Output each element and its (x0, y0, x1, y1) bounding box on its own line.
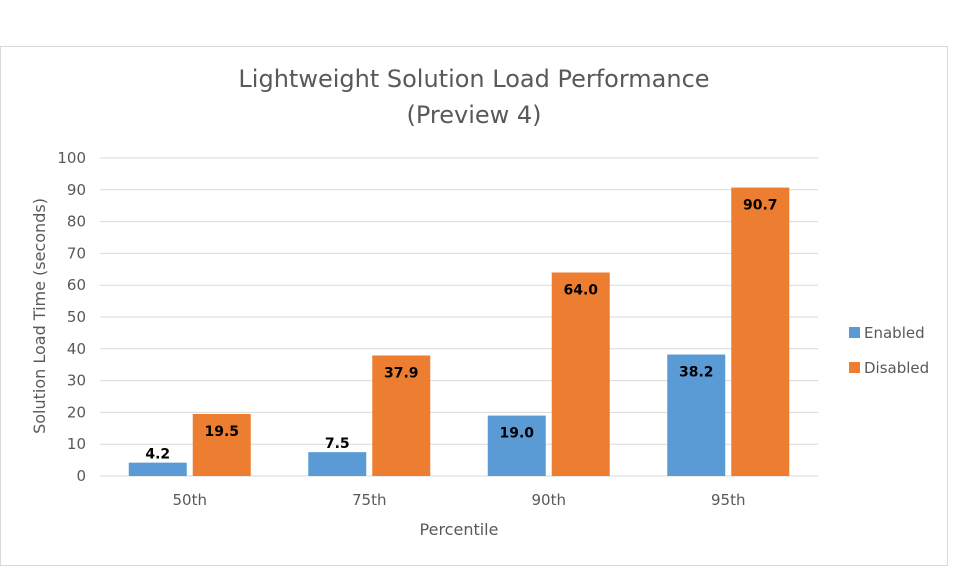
bar-disabled-50th (192, 413, 251, 476)
legend-swatch-enabled (849, 327, 860, 338)
data-label: 4.2 (145, 447, 170, 463)
bar-enabled-75th (308, 452, 367, 476)
y-tick-label: 20 (67, 403, 86, 421)
x-tick-label: 50th (173, 491, 207, 509)
y-tick-label: 100 (57, 149, 86, 167)
bar-disabled-95th (731, 187, 790, 476)
bars (128, 187, 790, 476)
data-label: 37.9 (384, 365, 419, 381)
data-label: 64.0 (563, 282, 598, 298)
y-tick-label: 90 (67, 181, 86, 199)
data-label: 38.2 (679, 365, 714, 381)
chart-frame (0, 46, 948, 566)
y-axis-title: Solution Load Time (seconds) (30, 198, 49, 434)
x-tick-label: 75th (352, 491, 386, 509)
data-label: 7.5 (325, 436, 350, 452)
y-tick-label: 10 (67, 435, 86, 453)
legend: Enabled Disabled (849, 324, 929, 377)
y-tick-label: 80 (67, 213, 86, 231)
legend-swatch-disabled (849, 362, 860, 373)
data-labels: 4.2 19.5 7.5 37.9 19.0 64.0 38.2 90.7 (145, 198, 777, 463)
data-label: 19.5 (204, 424, 239, 440)
bar-enabled-90th (487, 415, 546, 476)
data-label: 19.0 (499, 426, 534, 442)
y-tick-label: 60 (67, 276, 86, 294)
bar-enabled-95th (667, 354, 726, 476)
chart-title: Lightweight Solution Load Performance (238, 65, 709, 93)
x-tick-label: 90th (532, 491, 566, 509)
x-tick-label: 95th (711, 491, 745, 509)
legend-label-disabled: Disabled (864, 359, 929, 377)
x-axis-ticks: 50th 75th 90th 95th (173, 491, 746, 509)
y-axis-ticks: 0 10 20 30 40 50 60 70 80 90 100 (57, 149, 86, 485)
y-tick-label: 30 (67, 372, 86, 390)
bar-enabled-50th (128, 462, 187, 476)
bar-disabled-90th (551, 272, 610, 476)
y-tick-label: 0 (76, 467, 86, 485)
legend-label-enabled: Enabled (864, 324, 925, 342)
chart-subtitle: (Preview 4) (406, 101, 541, 129)
y-tick-label: 40 (67, 340, 86, 358)
y-tick-label: 50 (67, 308, 86, 326)
bar-disabled-75th (372, 355, 431, 476)
y-tick-label: 70 (67, 244, 86, 262)
x-axis-title: Percentile (420, 520, 499, 539)
data-label: 90.7 (743, 198, 778, 214)
